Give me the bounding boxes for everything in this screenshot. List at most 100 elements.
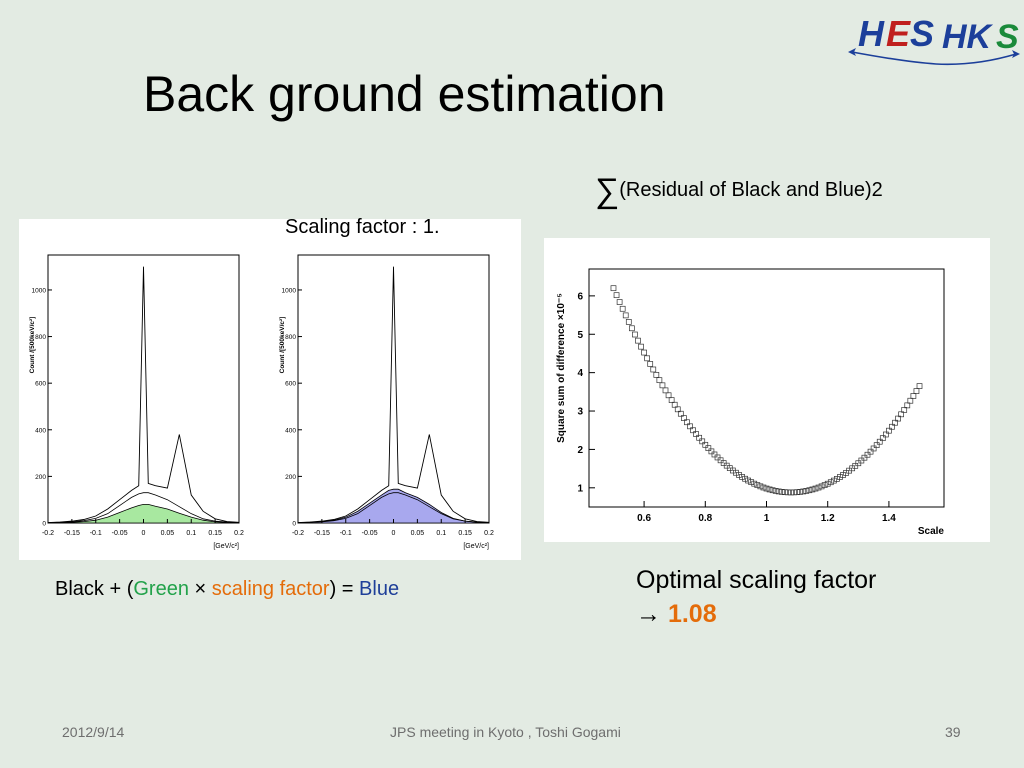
arrow-icon: → — [636, 600, 668, 628]
y-tick-label: 3 — [577, 407, 583, 418]
footer-center: JPS meeting in Kyoto , Toshi Gogami — [390, 724, 621, 740]
data-point — [879, 435, 886, 442]
y-tick-label: 800 — [285, 334, 296, 341]
x-tick-label: -0.2 — [292, 530, 304, 537]
x-tick-label: 0.05 — [161, 530, 175, 537]
x-tick-label: 1.2 — [821, 513, 835, 524]
data-point — [889, 423, 895, 430]
y-tick-label: 1 — [577, 483, 583, 494]
data-point — [659, 382, 666, 389]
y-tick-label: 800 — [35, 334, 46, 341]
data-point — [916, 383, 923, 389]
histogram-panel: -0.2 -0.15 -0.1 -0.05 0 0.05 0.1 0.15 0.2 0 200 400… — [19, 219, 521, 560]
data-point — [687, 423, 693, 430]
data-point — [708, 448, 715, 455]
x-tick-label: 0 — [142, 530, 146, 537]
data-point — [754, 482, 761, 488]
data-point — [748, 479, 755, 486]
data-point — [769, 487, 776, 494]
residual-curve-chart: 0.6 0.8 1 1.2 1.4 1 2 3 4 5 6 Scale Square sum of di… — [556, 268, 945, 537]
x-tick-label: 0.2 — [234, 530, 244, 537]
data-point — [684, 419, 690, 426]
y-axis-label: Count /[500keV/c²] — [29, 317, 36, 374]
data-point — [870, 445, 877, 452]
formula-black: Black + ( — [55, 578, 134, 600]
svg-text:S: S — [996, 18, 1019, 56]
data-point — [662, 387, 669, 394]
data-point — [913, 388, 920, 394]
data-point — [742, 475, 748, 482]
data-point — [668, 397, 675, 403]
data-point — [830, 477, 837, 484]
data-point — [861, 454, 868, 461]
data-point — [739, 474, 745, 480]
plot-frame — [297, 254, 490, 524]
data-point — [696, 434, 703, 441]
data-point — [797, 489, 804, 495]
data-point — [873, 442, 880, 449]
x-axis-label: [GeV/c²] — [463, 543, 489, 550]
data-point — [650, 366, 657, 373]
plot-frame — [47, 254, 240, 524]
y-tick-label: 4 — [577, 368, 583, 379]
data-point — [775, 488, 782, 495]
y-tick-label: 0 — [292, 521, 296, 528]
data-point — [895, 415, 901, 422]
data-point — [772, 488, 779, 494]
svg-text:H: H — [858, 13, 885, 54]
data-point — [837, 474, 843, 480]
x-tick-label: 0.05 — [411, 530, 425, 537]
data-point — [681, 415, 687, 421]
data-point — [907, 397, 914, 404]
data-point — [794, 489, 800, 496]
data-point — [778, 489, 785, 495]
data-line — [297, 266, 490, 523]
footer-page-number: 39 — [945, 724, 961, 740]
formula-green: Green — [133, 578, 189, 600]
data-point — [763, 485, 770, 492]
data-point — [883, 431, 889, 438]
x-tick-label: 0.1 — [186, 530, 196, 537]
y-tick-label: 200 — [35, 474, 46, 481]
data-point — [736, 472, 742, 478]
data-point — [806, 487, 813, 494]
y-tick-label: 600 — [285, 381, 296, 388]
data-point — [867, 448, 874, 455]
formula-scaling: scaling factor — [211, 578, 330, 600]
y-tick-label: 400 — [35, 427, 46, 434]
histogram-2: -0.2 -0.15 -0.1 -0.05 0 0.05 0.1 0.15 0.2 0 200 400… — [279, 254, 494, 550]
residual-sum-label: ∑(Residual of Black and Blue)2 — [595, 172, 883, 211]
data-point — [705, 445, 712, 452]
y-tick-label: 6 — [577, 291, 583, 302]
scaling-factor-label: Scaling factor : 1. — [285, 216, 440, 238]
formula-close: ) = — [329, 578, 360, 600]
data-point — [766, 486, 773, 493]
data-point — [812, 485, 819, 492]
x-tick-label: 0 — [392, 530, 396, 537]
formula-text: Black + (Green × scaling factor) = Blue — [55, 578, 399, 601]
data-point — [665, 392, 672, 399]
data-point — [840, 472, 846, 478]
x-axis-label: Scale — [918, 526, 945, 537]
x-tick-label: -0.1 — [340, 530, 352, 537]
data-point — [815, 484, 822, 491]
data-point — [821, 482, 828, 488]
optimal-value: 1.08 — [667, 600, 717, 628]
data-point — [677, 410, 684, 417]
y-tick-label: 1000 — [32, 287, 47, 294]
svg-text:E: E — [886, 13, 911, 54]
x-tick-label: 0.15 — [208, 530, 222, 537]
data-point — [782, 489, 788, 496]
data-point — [818, 483, 825, 490]
x-tick-label: -0.2 — [42, 530, 54, 537]
x-tick-label: 0.2 — [484, 530, 494, 537]
x-tick-label: -0.15 — [314, 530, 330, 537]
optimal-scaling-result: Optimal scaling factor → 1.08 — [636, 563, 876, 631]
y-axis-label: Count /[500keV/c²] — [279, 317, 286, 374]
y-tick-label: 1000 — [282, 287, 297, 294]
data-point — [616, 299, 623, 305]
y-axis-label: Square sum of difference ×10⁻⁵ — [556, 293, 567, 443]
y-tick-label: 0 — [42, 521, 46, 528]
sigma-symbol: ∑ — [595, 172, 620, 210]
data-point — [800, 488, 807, 495]
